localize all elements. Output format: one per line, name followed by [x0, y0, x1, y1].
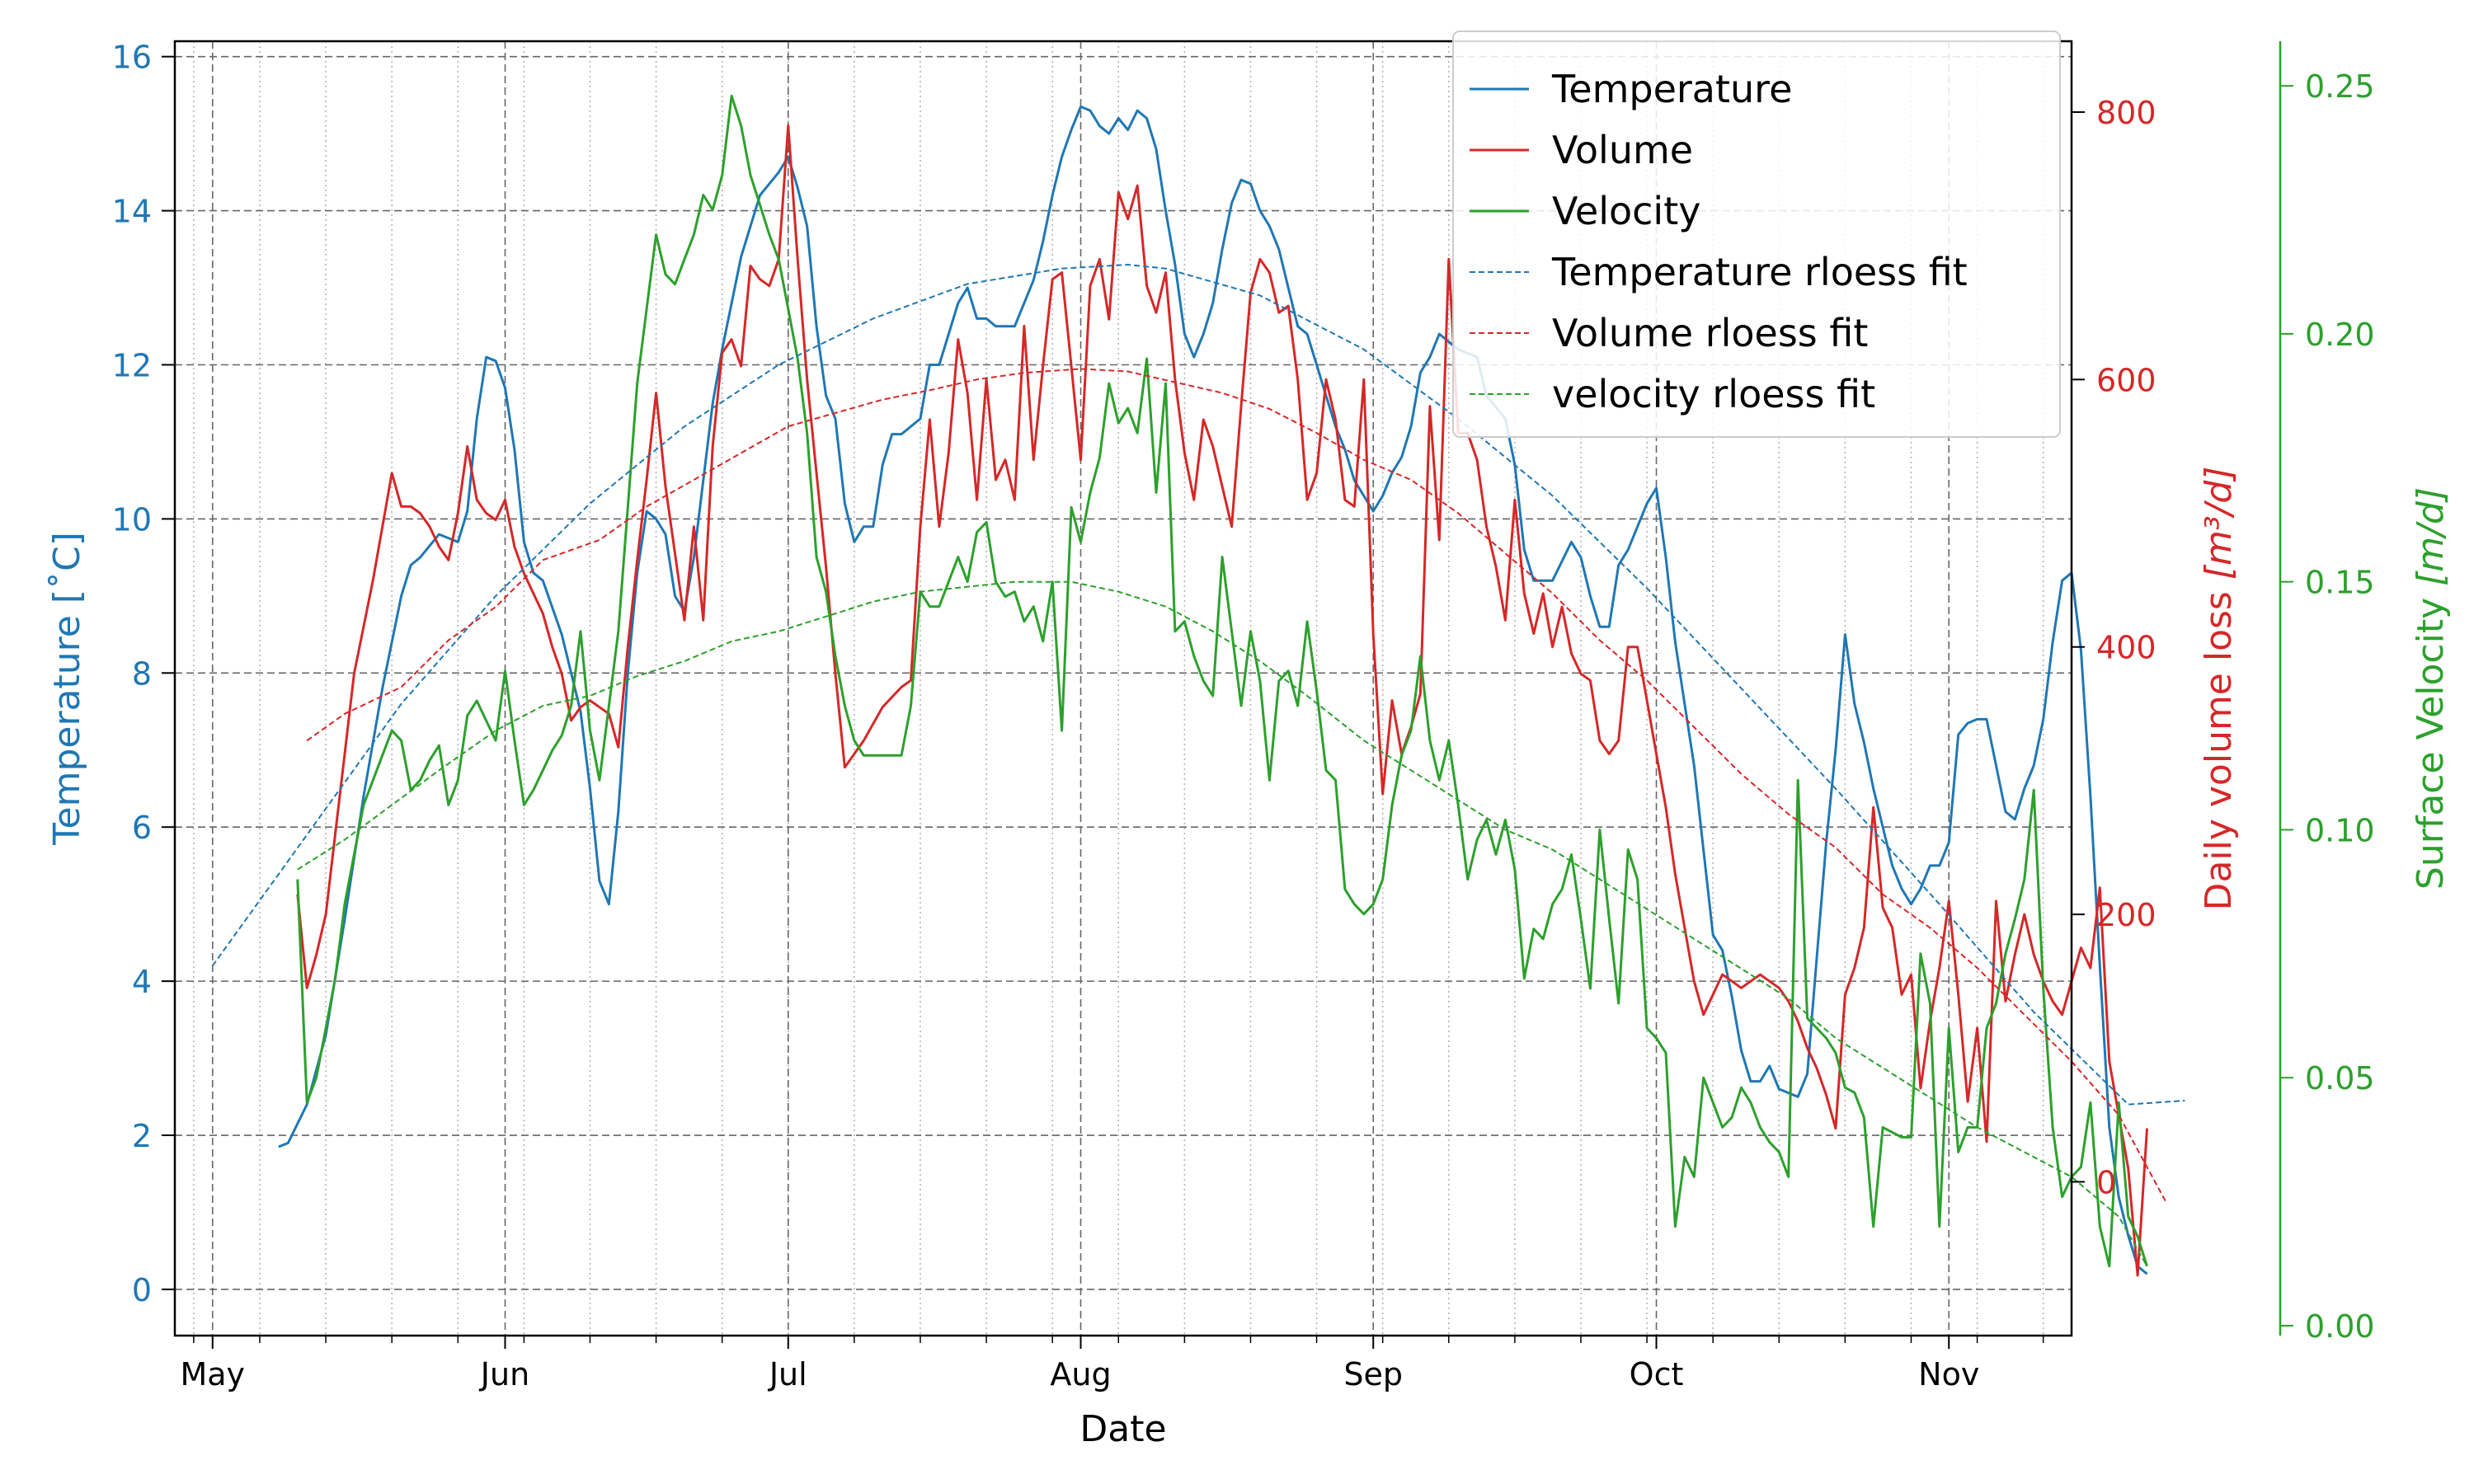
volume-axis-label: Daily volume loss [m³/d]	[2198, 467, 2240, 911]
velocity-tick-label: 0.15	[2305, 565, 2375, 601]
x-tick-label: Oct	[1630, 1356, 1684, 1392]
x-tick-label: May	[180, 1356, 245, 1392]
velocity-tick-label: 0.10	[2305, 812, 2375, 848]
velocity-tick-label: 0.05	[2305, 1060, 2375, 1097]
temperature-tick-label: 2	[132, 1118, 152, 1154]
volume-tick-label: 800	[2096, 95, 2157, 131]
series-line-volume	[296, 124, 2148, 1277]
legend-label: Temperature rloess fit	[1551, 250, 1968, 294]
velocity-axis-label: Surface Velocity [m/d]	[2410, 487, 2452, 890]
grid-lines	[175, 41, 2072, 1336]
temperature-tick-label: 0	[132, 1272, 152, 1308]
data-series	[211, 94, 2185, 1277]
temperature-tick-label: 14	[112, 194, 152, 230]
series-line-temperature	[278, 105, 2148, 1275]
volume-tick-label: 200	[2096, 897, 2157, 933]
x-tick-label: Aug	[1050, 1356, 1111, 1392]
volume-tick-label: 0	[2096, 1164, 2116, 1200]
series-line-temperature-rloess-fit	[211, 264, 2185, 1106]
legend-label: Temperature	[1551, 67, 1792, 111]
x-tick-label: Jul	[768, 1356, 807, 1392]
legend-label: Volume rloess fit	[1552, 311, 1868, 355]
volume-tick-label: 600	[2096, 362, 2157, 398]
legend-label: Velocity	[1552, 189, 1700, 233]
series-line-velocity	[296, 94, 2148, 1268]
temperature-tick-label: 8	[132, 655, 152, 692]
volume-axis-label-unit: [m³/d]	[2198, 467, 2240, 580]
legend-label: velocity rloess fit	[1552, 372, 1875, 416]
velocity-axis-label-unit: [m/d]	[2410, 487, 2452, 586]
temperature-tick-label: 10	[112, 501, 152, 538]
velocity-tick-label: 0.20	[2305, 317, 2375, 353]
velocity-tick-label: 0.00	[2305, 1308, 2375, 1345]
temperature-tick-label: 6	[132, 810, 152, 846]
x-axis-label: Date	[1079, 1408, 1166, 1450]
temperature-tick-label: 16	[112, 40, 152, 76]
volume-axis-label-text: Daily volume loss	[2198, 580, 2240, 910]
velocity-tick-label: 0.25	[2305, 68, 2375, 105]
x-tick-label: Nov	[1918, 1356, 1979, 1392]
x-tick-label: Sep	[1343, 1356, 1403, 1392]
temperature-tick-label: 4	[132, 964, 152, 1000]
series-line-velocity-rloess-fit	[297, 580, 2148, 1267]
velocity-axis-label-text: Surface Velocity	[2410, 586, 2452, 890]
legend-box	[1452, 31, 2061, 438]
x-tick-label: Jun	[479, 1356, 529, 1392]
temperature-axis-label: Temperature [˚C]	[46, 532, 88, 846]
legend-label: Volume	[1552, 128, 1693, 172]
series-line-volume-rloess-fit	[306, 368, 2167, 1203]
plot-frame	[173, 40, 2073, 1337]
volume-tick-label: 400	[2096, 630, 2157, 666]
axes: May Jun Jul Aug Sep Oct Nov 0 2 4 6 8 10 12 14 16 0 200 40…	[46, 40, 2452, 1450]
temperature-tick-label: 12	[112, 348, 152, 384]
legend: Temperature Volume Velocity Temperature rlo…	[1452, 31, 2061, 438]
